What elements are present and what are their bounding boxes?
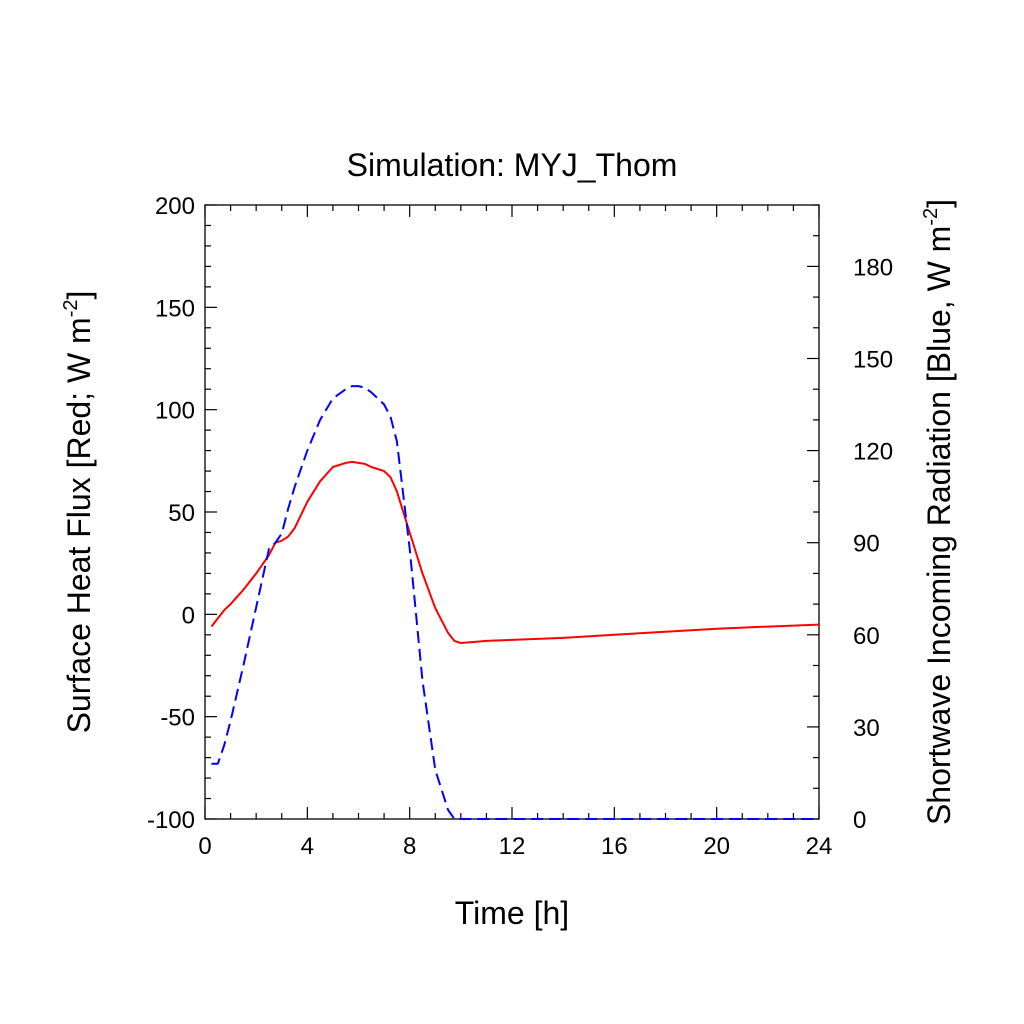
x-tick-label: 0	[198, 833, 211, 860]
x-tick-label: 24	[806, 833, 833, 860]
y-axis-left-title-end: ]	[61, 291, 97, 300]
series-layer	[210, 385, 820, 820]
tick-labels: 0 4 8 12 16 20 24 -100 -50 0 50 100 150 200 0 30 60 90 120…	[147, 193, 893, 860]
y-left-tick-label: 200	[155, 193, 195, 220]
y-axis-right-title-main: Shortwave Incoming Radiation [Blue, W m	[921, 226, 957, 825]
x-tick-label: 16	[601, 833, 628, 860]
y-right-tick-label: 120	[853, 439, 893, 466]
y-left-tick-label: 100	[155, 398, 195, 425]
y-axis-right-title-sup: -2	[920, 208, 942, 226]
x-tick-label: 20	[703, 833, 730, 860]
chart-title: Simulation: MYJ_Thom	[347, 147, 678, 183]
y-left-tick-label: -50	[160, 705, 195, 732]
y-right-tick-label: 150	[853, 347, 893, 374]
y-right-tick-label: 60	[853, 623, 880, 650]
y-left-tick-label: 50	[168, 500, 195, 527]
x-axis-title: Time [h]	[455, 895, 569, 931]
x-tick-label: 8	[403, 833, 416, 860]
y-axis-right-title: Shortwave Incoming Radiation [Blue, W m-…	[920, 199, 957, 825]
axis-ticks	[204, 204, 820, 820]
y-axis-right-title-end: ]	[921, 199, 957, 208]
y-right-tick-label: 180	[853, 254, 893, 281]
y-left-tick-label: -100	[147, 807, 195, 834]
x-tick-label: 4	[301, 833, 314, 860]
surface-heat-flux-line	[210, 460, 820, 644]
y-left-tick-label: 150	[155, 295, 195, 322]
shortwave-radiation-line	[211, 385, 819, 820]
y-right-tick-label: 30	[853, 715, 880, 742]
y-axis-left-title: Surface Heat Flux [Red; W m-2]	[60, 291, 97, 734]
y-axis-left-title-sup: -2	[60, 299, 82, 317]
plot-frame	[204, 204, 820, 820]
y-right-tick-label: 0	[853, 807, 866, 834]
y-right-tick-label: 90	[853, 531, 880, 558]
y-left-tick-label: 0	[182, 602, 195, 629]
x-tick-label: 12	[499, 833, 526, 860]
y-axis-left-title-main: Surface Heat Flux [Red; W m	[61, 317, 97, 733]
